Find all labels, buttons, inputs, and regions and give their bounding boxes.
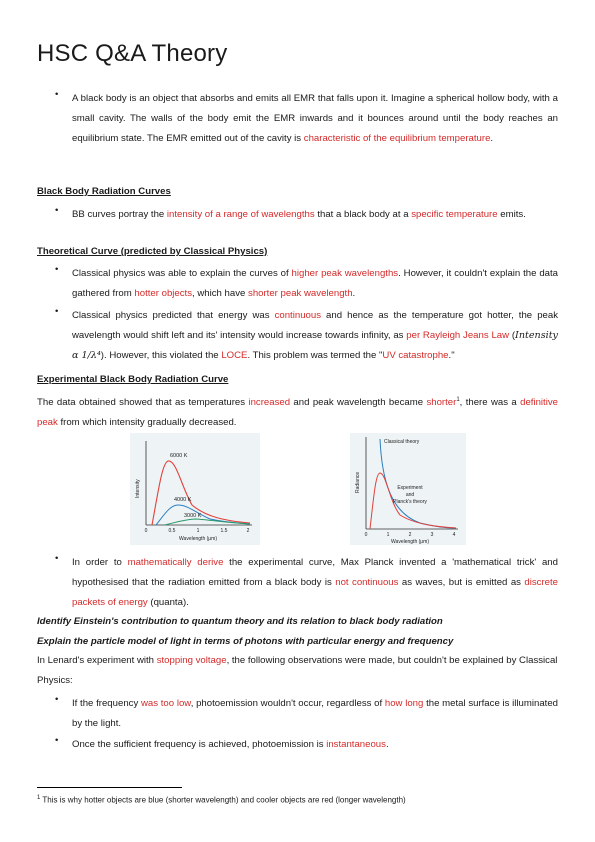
curve-planck [369,472,457,530]
highlight: characteristic of the equilibrium temper… [303,133,491,144]
tick-label: 3 [431,532,434,538]
tick-label: 0 [365,532,368,538]
bullet-dot: • [55,694,59,705]
y-axis-label: Intensity [135,479,141,498]
tick-label: 1 [197,528,200,534]
footnote-ref: 1 [456,397,460,403]
footnote-number: 1 [37,795,41,801]
y-axis-label: Radiance [355,472,361,493]
section-heading-theoretical: Theoretical Curve (predicted by Classica… [37,246,268,257]
lenard-text-1: If the frequency was too low, photoemiss… [72,698,559,729]
footnote: 1 This is why hotter objects are blue (s… [37,795,406,805]
lenard-paragraph: In Lenard's experiment with stopping vol… [37,655,558,686]
footnote-divider [37,787,182,788]
bullet-dot: • [55,306,59,317]
x-axis-label: Wavelength (μm) [391,539,429,545]
tick-label: 2 [409,532,412,538]
label-classical-theory: Classical theory [384,439,420,445]
tick-label: 0.5 [169,528,176,534]
section-heading-black-body: Black Body Radiation Curves [37,186,171,197]
theory-text-2: Classical physics predicted that energy … [72,310,558,361]
tick-label: 2 [247,528,250,534]
bullet-dot: • [55,553,59,564]
label-3000k: 3000 K [184,513,202,519]
experimental-paragraph: The data obtained showed that as tempera… [37,397,558,429]
section-heading-experimental: Experimental Black Body Radiation Curve [37,374,229,385]
bullet-dot: • [55,735,59,746]
heading-particle-model: Explain the particle model of light in t… [37,636,454,647]
rayleigh-formula: Intensity α 1/λ⁴ [72,330,558,361]
label-and: and [406,492,415,498]
figure-background [130,433,260,545]
bullet-dot: • [55,264,59,275]
intro-text: A black body is an object that absorbs a… [72,93,558,144]
figure-background [350,433,466,545]
tick-label: 1.5 [221,528,228,534]
label-4000k: 4000 K [174,497,192,503]
blackbody-chart: 6000 K 4000 K 3000 K Intensity 0 0.5 1 1… [130,433,260,545]
page-title: HSC Q&A Theory [37,40,228,67]
lenard-text-2: Once the sufficient frequency is achieve… [72,739,389,750]
tick-label: 0 [145,528,148,534]
curve-6000k [151,460,251,526]
curve-3000k [163,518,251,526]
bullet-dot: • [55,205,59,216]
bullet-dot: • [55,89,59,100]
tick-label: 1 [387,532,390,538]
bb-text: BB curves portray the intensity of a ran… [72,209,526,220]
label-6000k: 6000 K [170,453,188,459]
x-axis-label: Wavelength (μm) [179,536,217,542]
label-experiment: Experiment [397,485,423,491]
heading-einstein: Identify Einstein's contribution to quan… [37,616,443,627]
label-plancks-theory: Planck's theory [393,499,427,505]
classical-vs-planck-chart: Classical theory Experiment and Planck's… [350,433,466,545]
planck-text: In order to mathematically derive the ex… [72,557,558,608]
figure-blackbody-temperatures: 6000 K 4000 K 3000 K Intensity 0 0.5 1 1… [130,433,260,545]
figure-classical-vs-planck: Classical theory Experiment and Planck's… [350,433,466,545]
tick-label: 4 [453,532,456,538]
theory-text-1: Classical physics was able to explain th… [72,268,559,299]
